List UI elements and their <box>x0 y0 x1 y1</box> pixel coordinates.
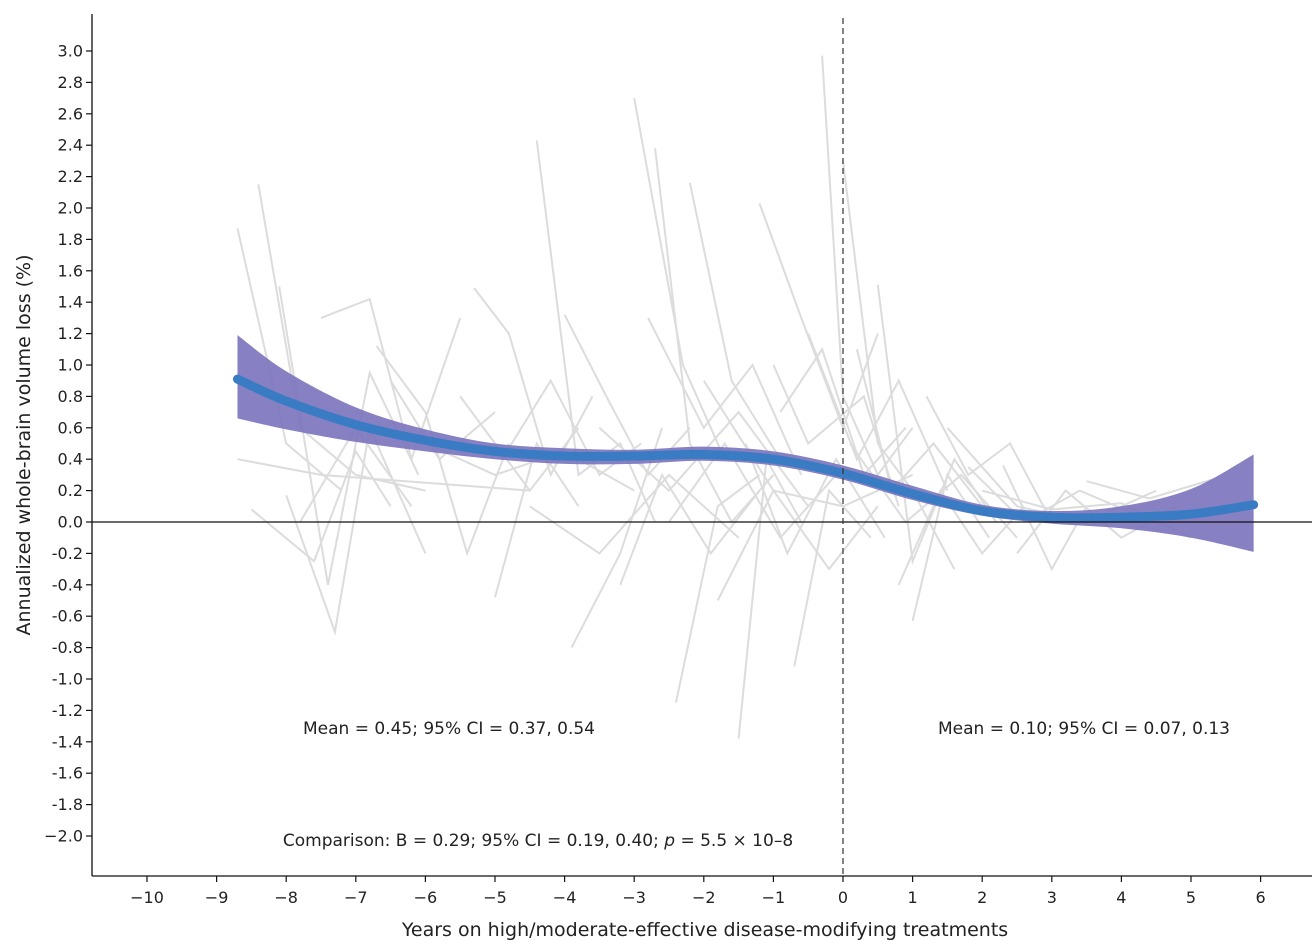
x-tick-label: 0 <box>838 888 848 907</box>
comparison-prefix: Comparison: B = 0.29; 95% CI = 0.19, 0.4… <box>283 831 664 851</box>
y-tick-label: 2.0 <box>58 199 83 218</box>
reference-lines <box>92 18 1312 876</box>
right-mean-annotation: Mean = 0.10; 95% CI = 0.07, 0.13 <box>938 719 1230 739</box>
y-ticks: 3.0 2.8 2.6 2.4 2.2 2.0 1.8 1.6 1.4 1.2 1.0 0.8 0.6 0… <box>44 42 92 846</box>
trajectory-line <box>529 473 740 555</box>
trajectory-line <box>842 160 956 570</box>
comparison-annotation: Comparison: B = 0.29; 95% CI = 0.19, 0.4… <box>283 831 793 851</box>
y-tick-label: 1.0 <box>58 356 83 375</box>
trajectory-line <box>744 443 886 556</box>
trajectory-line <box>1086 478 1213 500</box>
x-tick-label: 1 <box>908 888 918 907</box>
y-tick-label: 0.4 <box>58 450 83 469</box>
trajectory-line <box>375 345 510 557</box>
y-tick-label: 2.4 <box>58 136 83 155</box>
comparison-suffix: = 5.5 × 10–8 <box>675 831 793 851</box>
y-tick-label: 1.6 <box>58 261 83 280</box>
trajectory-line <box>911 472 990 622</box>
y-tick-label: -1.2 <box>52 701 83 720</box>
y-tick-label: 2.8 <box>58 73 83 92</box>
trajectory-line <box>633 97 726 460</box>
trajectory-line <box>967 466 1136 524</box>
trajectory-line <box>389 380 496 461</box>
y-tick-label: -1.6 <box>52 764 83 783</box>
trajectory-line <box>855 349 983 507</box>
x-tick-label: −6 <box>414 888 438 907</box>
y-tick-label: 0.0 <box>58 513 83 532</box>
y-tick-label: -1.8 <box>52 795 83 814</box>
trajectory-line <box>716 488 879 601</box>
x-tick-label: 5 <box>1186 888 1196 907</box>
x-tick-label: −1 <box>762 888 786 907</box>
trajectory-line <box>688 182 782 460</box>
x-tick-label: −10 <box>130 888 164 907</box>
y-tick-label: -0.2 <box>52 544 83 563</box>
comparison-p: p <box>663 831 675 851</box>
y-tick-label: -1.0 <box>52 670 83 689</box>
trajectory-line <box>807 333 949 492</box>
y-tick-label: -0.4 <box>52 575 83 594</box>
left-mean-annotation: Mean = 0.45; 95% CI = 0.37, 0.54 <box>303 719 595 739</box>
trajectory-line <box>702 380 914 508</box>
trajectory-line <box>424 442 635 492</box>
individual-trajectories <box>236 55 1213 739</box>
trajectory-line <box>668 441 837 540</box>
trajectory-line <box>674 474 761 703</box>
y-tick-label: −2.0 <box>44 827 83 846</box>
y-axis-title: Annualized whole-brain volume loss (%) <box>13 254 35 635</box>
x-tick-label: 6 <box>1256 888 1266 907</box>
y-tick-label: 1.4 <box>58 293 83 312</box>
trajectory-line <box>758 202 879 431</box>
trajectory-line <box>320 297 462 463</box>
trajectory-line <box>654 148 775 524</box>
x-tick-label: −4 <box>553 888 577 907</box>
trajectory-line <box>285 424 427 636</box>
x-tick-label: −5 <box>483 888 507 907</box>
x-tick-label: 3 <box>1047 888 1057 907</box>
y-tick-label: -0.8 <box>52 638 83 657</box>
trajectory-line <box>535 140 656 523</box>
y-tick-label: 0.8 <box>58 387 83 406</box>
y-tick-label: 2.6 <box>58 104 83 123</box>
trajectory-line <box>494 441 580 598</box>
y-tick-label: 1.2 <box>58 324 83 343</box>
y-tick-label: -0.6 <box>52 607 83 626</box>
trajectory-line <box>647 317 803 476</box>
x-tick-label: −9 <box>205 888 229 907</box>
axes <box>91 14 1312 877</box>
y-tick-label: -1.4 <box>52 732 83 751</box>
x-tick-label: 2 <box>977 888 987 907</box>
trajectory-line <box>237 458 530 492</box>
trajectory-line <box>737 455 803 739</box>
fit-line-group <box>232 374 1259 523</box>
y-tick-label: 2.2 <box>58 167 83 186</box>
trajectory-line <box>570 427 663 649</box>
x-tick-label: −7 <box>344 888 368 907</box>
x-tick-label: −3 <box>622 888 646 907</box>
trajectory-line <box>821 55 914 477</box>
fit-line <box>232 374 1259 523</box>
x-axis-title: Years on high/moderate-effective disease… <box>401 919 1008 941</box>
x-tick-label: 4 <box>1116 888 1126 907</box>
y-tick-label: 0.2 <box>58 481 83 500</box>
y-tick-label: 1.8 <box>58 230 83 249</box>
trajectory-line <box>925 395 1053 523</box>
y-tick-label: 0.6 <box>58 418 83 437</box>
x-tick-label: −8 <box>274 888 298 907</box>
x-tick-label: −2 <box>692 888 716 907</box>
x-ticks: −10 −9 −8 −7 −6 −5 −4 −3 −2 −1 0 1 2 3 4 5 6 <box>130 876 1266 907</box>
trajectory-line <box>257 184 426 492</box>
y-tick-label: 3.0 <box>58 42 83 61</box>
